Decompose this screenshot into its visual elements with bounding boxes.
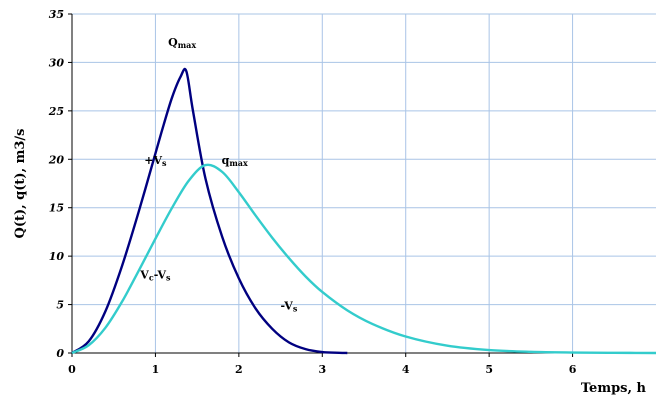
y-tick-label-7: 35 — [49, 8, 64, 21]
x-tick-labels: 0 1 2 3 4 5 6 — [68, 363, 577, 376]
x-tick-label-3: 3 — [318, 363, 326, 376]
x-tick-label-0: 0 — [68, 363, 76, 376]
x-tick-label-1: 1 — [152, 363, 160, 376]
y-tick-labels: 0 5 10 15 20 25 30 35 — [48, 8, 65, 360]
plot-area — [72, 14, 656, 353]
x-tick-label-2: 2 — [235, 363, 243, 376]
x-axis-title: Temps, h — [581, 381, 647, 396]
series-line-0 — [71, 67, 348, 355]
annotation-2: +Vs — [144, 154, 167, 168]
series-line-1 — [71, 163, 656, 355]
annotation-0: Qmax — [168, 36, 196, 50]
y-axis-title: Q(t), q(t), m3/s — [13, 129, 28, 239]
grid-lines — [72, 13, 656, 354]
series-group — [71, 67, 656, 355]
x-tick-label-5: 5 — [485, 363, 493, 376]
y-tick-label-3: 15 — [49, 202, 64, 215]
y-tick-label-2: 10 — [49, 250, 65, 263]
y-tick-label-1: 5 — [56, 299, 64, 312]
annotation-1: qmax — [222, 154, 248, 168]
annotation-4: -Vs — [281, 299, 298, 313]
x-tick-label-4: 4 — [402, 363, 410, 376]
annotations: Qmax qmax +Vs Vc-Vs -Vs — [139, 36, 298, 313]
x-tick-label-6: 6 — [569, 363, 577, 376]
y-tick-label-4: 20 — [48, 153, 65, 166]
y-tick-label-5: 25 — [48, 105, 64, 118]
y-tick-label-0: 0 — [56, 347, 64, 360]
annotation-3: Vc-Vs — [139, 268, 171, 282]
y-tick-label-6: 30 — [49, 56, 65, 69]
